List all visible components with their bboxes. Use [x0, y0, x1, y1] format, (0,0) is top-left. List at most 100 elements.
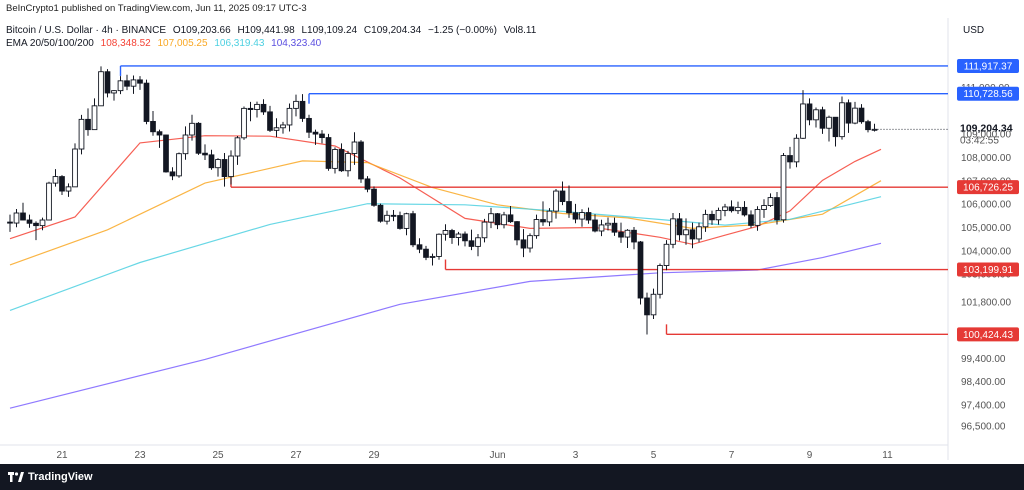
candle-body-down [592, 219, 598, 232]
candle [286, 103, 293, 132]
candle [481, 218, 488, 243]
candle-body-down [611, 222, 618, 233]
candle [813, 107, 819, 128]
candle [163, 134, 169, 173]
candle-body-up [436, 233, 442, 257]
candle [254, 101, 260, 118]
candle [143, 79, 150, 125]
candle [663, 240, 670, 271]
candle [182, 126, 189, 160]
candle [800, 90, 806, 139]
candle [579, 209, 585, 227]
candle [566, 185, 572, 218]
candle [592, 214, 598, 233]
candle-body-up [813, 109, 819, 121]
candle [332, 147, 338, 174]
candle-body-up [111, 90, 117, 94]
candle [689, 222, 696, 249]
candle-body-up [189, 122, 195, 136]
candle-body-up [65, 186, 72, 192]
ema50-value: 107,005.25 [157, 38, 208, 49]
candle [59, 175, 65, 196]
candle [312, 129, 319, 145]
candle-body-down [163, 134, 169, 173]
candle [241, 106, 247, 140]
candle [780, 152, 787, 223]
candle-body-up [839, 102, 845, 138]
candle-body-down [377, 204, 384, 222]
candle-body-down [566, 201, 572, 214]
ema-label: EMA 20/50/100/200 [6, 38, 94, 49]
candle-body-down [644, 297, 650, 316]
candle [33, 221, 39, 241]
candle [572, 203, 579, 224]
candle-body-down [397, 215, 403, 229]
candle-body-down [338, 149, 345, 172]
candle [865, 119, 871, 133]
candle [319, 130, 325, 144]
symbol-name: Bitcoin / U.S. Dollar · 4h · BINANCE [6, 25, 167, 36]
candle-body-up [455, 233, 462, 238]
candle [384, 210, 390, 225]
candle [540, 201, 546, 226]
candle [351, 132, 358, 165]
close-value: C109,204.34 [363, 25, 422, 36]
candle-body-up [280, 124, 286, 129]
candle [65, 183, 72, 197]
candle-body-up [670, 218, 676, 245]
candle-body-down [202, 152, 208, 156]
candle-body-down [423, 248, 429, 258]
candle [618, 222, 624, 243]
candle-body-up [579, 212, 585, 220]
x-tick-label: 25 [212, 450, 224, 461]
candle-body-down [247, 107, 254, 111]
candle-body-up [52, 176, 59, 184]
candle [234, 135, 241, 165]
level-price-label: 111,917.37 [964, 61, 1013, 72]
candle [449, 228, 455, 244]
candle-body-up [176, 153, 182, 177]
level-price-tag [957, 180, 1019, 195]
candle [741, 201, 748, 217]
candle-body-up [800, 103, 806, 139]
ema-line-1 [9, 135, 882, 245]
candle-body-down [150, 121, 156, 133]
candle-body-down [774, 197, 780, 221]
level-price-tag [957, 262, 1019, 277]
candle-body-down [468, 240, 475, 247]
candle [774, 191, 780, 225]
candle-body-up [234, 137, 241, 157]
candle-body-down [540, 219, 546, 223]
x-tick-label: 9 [807, 450, 813, 461]
candle-body-up [442, 230, 449, 235]
candle [169, 167, 176, 181]
candle [657, 263, 663, 299]
x-tick-label: 11 [882, 450, 893, 461]
candle [46, 181, 52, 221]
candle-body-up [475, 237, 481, 247]
candle [364, 176, 371, 193]
price-chart[interactable]: 96,500.00 97,400.00 98,400.00 99,400.00 100,… [0, 0, 1024, 464]
candle-body-down [85, 118, 91, 131]
candle [488, 207, 494, 229]
candle-body-down [559, 190, 566, 203]
candle [176, 152, 182, 178]
candle [767, 193, 774, 207]
candle-body-down [689, 229, 696, 240]
candle-body-up [624, 229, 631, 238]
candle-body-up [722, 206, 728, 211]
candle [676, 213, 683, 241]
candle-body-down [585, 212, 592, 221]
volume-value: Vol8.11 [503, 25, 537, 36]
candle-body-up [650, 293, 657, 316]
candle [91, 98, 98, 131]
candle-body-up [488, 213, 494, 223]
candle-body-up [605, 222, 611, 226]
y-tick-label: 105,000.00 [961, 223, 1011, 234]
level-price-label: 103,199.91 [963, 265, 1013, 276]
y-tick-label: 106,000.00 [961, 200, 1011, 211]
candle [280, 121, 286, 134]
candle [670, 213, 676, 249]
candle-body-down [845, 102, 852, 124]
level-price-tag [957, 58, 1019, 73]
